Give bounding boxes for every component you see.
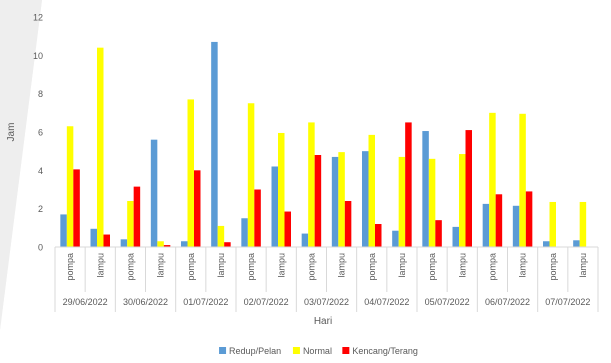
bar-normal	[247, 103, 255, 247]
legend-label: Redup/Pelan	[229, 346, 281, 356]
bar-kencang-terang	[405, 122, 412, 247]
legend: Redup/Pelan Normal Kencang/Terang	[219, 346, 418, 356]
bar-normal	[519, 113, 526, 247]
bar-normal	[398, 156, 406, 247]
bar-redup-pelan	[482, 203, 490, 248]
category-label: lampu	[457, 253, 467, 278]
category-label: pompa	[125, 253, 135, 281]
bar-normal	[428, 158, 436, 247]
category-label: pompa	[367, 253, 377, 281]
legend-label: Kencang/Terang	[352, 346, 418, 356]
y-tick-label: 2	[38, 204, 43, 214]
legend-swatch	[342, 347, 350, 354]
bars	[60, 41, 587, 248]
bar-kencang-terang	[525, 191, 533, 247]
category-label: pompa	[246, 253, 256, 281]
y-tick-label: 0	[38, 243, 43, 253]
bar-kencang-terang	[344, 201, 352, 247]
bar-kencang-terang	[103, 234, 110, 247]
bar-kencang-terang	[194, 170, 201, 247]
bar-kencang-terang	[465, 130, 472, 247]
category-label: lampu	[578, 253, 588, 278]
category-label: lampu	[337, 253, 347, 278]
category-label: pompa	[548, 253, 558, 281]
category-label: lampu	[156, 253, 166, 278]
bar-normal	[489, 112, 496, 247]
category-label: pompa	[427, 253, 437, 281]
group-label: 01/07/2022	[183, 297, 228, 307]
bar-redup-pelan	[331, 156, 339, 247]
bar-normal	[217, 225, 225, 247]
x-axis-label: Hari	[314, 316, 332, 327]
group-label: 02/07/2022	[244, 297, 289, 307]
bar-kencang-terang	[314, 155, 322, 247]
bar-kencang-terang	[163, 245, 171, 247]
bar-redup-pelan	[60, 214, 67, 247]
bar-normal	[66, 126, 74, 247]
bar-redup-pelan	[90, 228, 97, 247]
bar-redup-pelan	[241, 218, 248, 247]
bar-kencang-terang	[375, 224, 382, 247]
bar-normal	[549, 201, 556, 247]
bar-normal	[127, 201, 134, 247]
bar-kencang-terang	[495, 194, 503, 247]
legend-swatch	[292, 347, 300, 354]
y-axis-label: Jam	[6, 123, 17, 142]
bar-redup-pelan	[211, 41, 218, 247]
bar-redup-pelan	[422, 131, 429, 247]
group-label: 30/06/2022	[123, 297, 168, 307]
bar-normal	[368, 134, 375, 248]
y-axis-ticks: 0 2 4 6 8 10 12	[33, 13, 43, 253]
bar-redup-pelan	[301, 233, 309, 247]
legend-label: Normal	[303, 346, 332, 356]
bar-normal	[579, 201, 587, 247]
bar-kencang-terang	[133, 186, 141, 248]
category-label: lampu	[216, 253, 226, 278]
group-label: 04/07/2022	[364, 297, 409, 307]
bar-redup-pelan	[573, 240, 580, 247]
category-label: pompa	[65, 253, 75, 281]
bar-redup-pelan	[543, 241, 550, 247]
category-label: lampu	[518, 253, 528, 278]
bar-normal	[338, 152, 345, 248]
bar-kencang-terang	[73, 169, 80, 248]
bar-normal	[187, 99, 194, 247]
bar-kencang-terang	[224, 242, 231, 247]
group-label: 07/07/2022	[545, 297, 590, 307]
bar-normal	[97, 47, 104, 247]
bar-kencang-terang	[254, 189, 261, 247]
bar-kencang-terang	[284, 211, 291, 247]
bar-redup-pelan	[271, 166, 278, 247]
category-label: lampu	[95, 253, 105, 278]
y-tick-label: 4	[38, 166, 43, 176]
category-label: lampu	[397, 253, 407, 278]
y-tick-label: 12	[33, 13, 43, 23]
x-axis: pompa lampu pompa lampu pompa lampu pompa lampu…	[54, 246, 599, 312]
category-label: pompa	[487, 253, 497, 281]
category-label: lampu	[276, 253, 286, 278]
bar-redup-pelan	[150, 139, 158, 247]
bar-kencang-terang	[435, 220, 442, 247]
bar-redup-pelan	[512, 205, 520, 247]
y-tick-label: 6	[38, 128, 43, 138]
category-label: pompa	[306, 253, 316, 281]
bar-redup-pelan	[362, 151, 369, 247]
bar-redup-pelan	[120, 239, 128, 247]
bar-redup-pelan	[392, 230, 399, 247]
category-label: pompa	[186, 253, 196, 281]
bar-redup-pelan	[452, 226, 459, 248]
bar-normal	[157, 241, 164, 247]
bar-normal	[459, 154, 466, 247]
y-tick-label: 10	[33, 51, 43, 61]
bar-redup-pelan	[181, 241, 188, 247]
group-label: 06/07/2022	[485, 297, 530, 307]
group-label: 03/07/2022	[304, 297, 349, 307]
bar-normal	[278, 132, 285, 247]
y-tick-label: 8	[38, 89, 43, 99]
group-label: 29/06/2022	[63, 297, 108, 307]
group-label: 05/07/2022	[425, 297, 470, 307]
bar-normal	[308, 122, 315, 247]
legend-swatch	[219, 347, 227, 354]
